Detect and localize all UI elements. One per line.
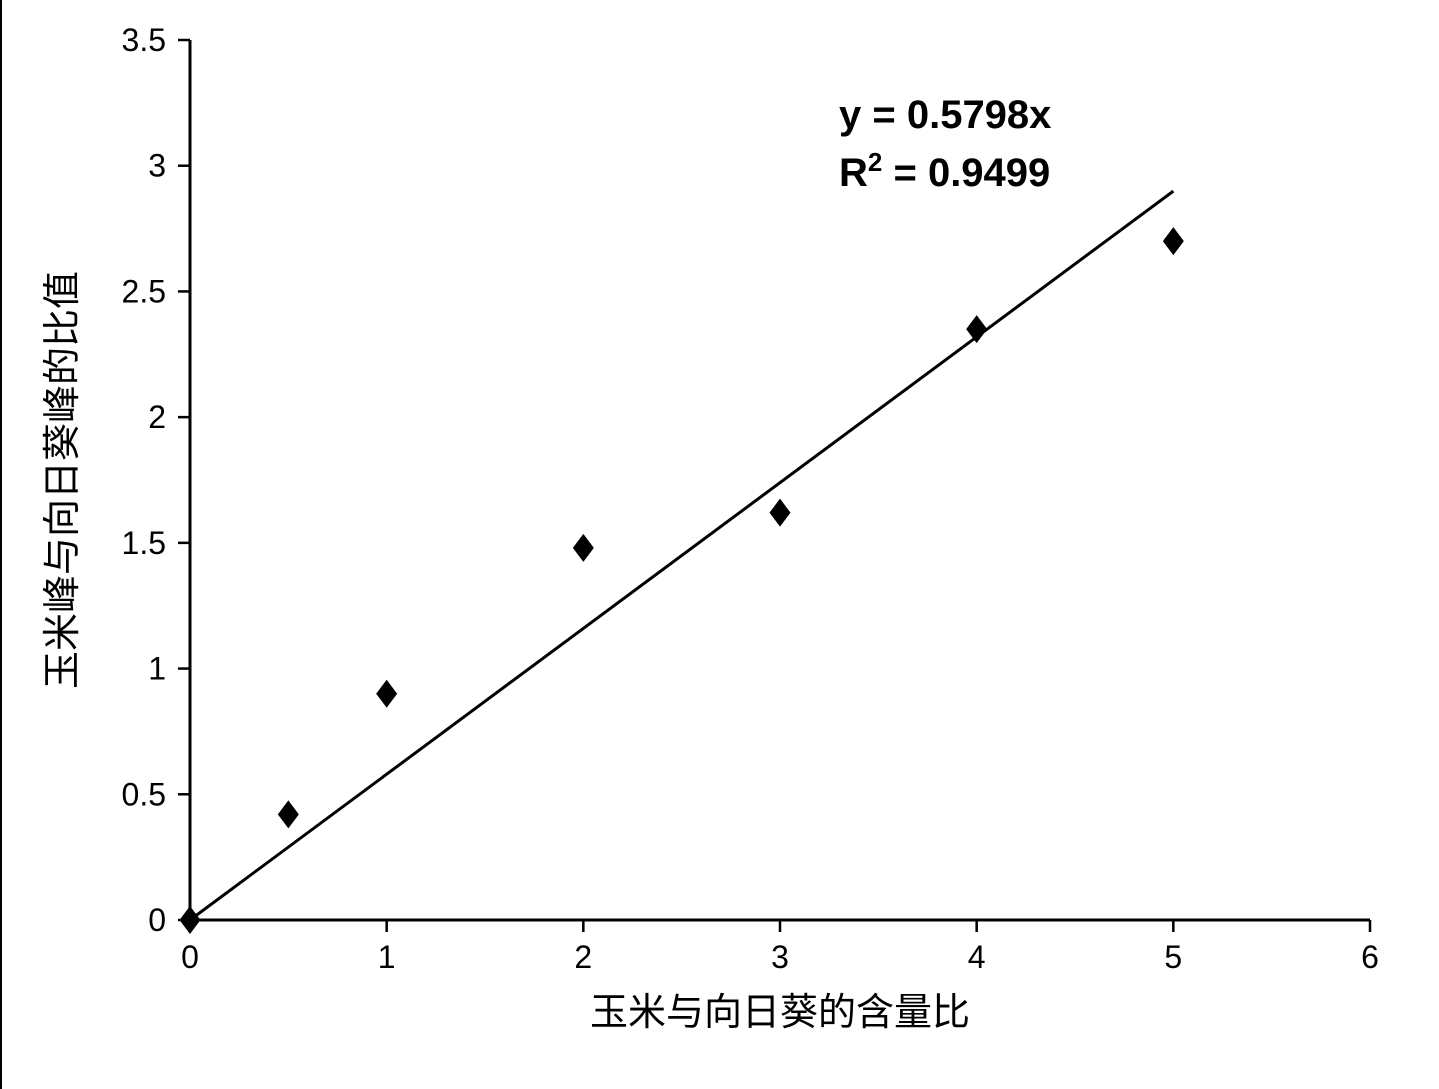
y-tick-label: 3 (148, 148, 166, 184)
data-point (278, 800, 299, 828)
y-tick-label: 0 (148, 902, 166, 938)
x-tick-label: 2 (574, 939, 592, 975)
data-point (573, 534, 594, 562)
data-point (966, 315, 987, 343)
y-tick-label: 1 (148, 651, 166, 687)
y-tick-label: 2 (148, 399, 166, 435)
x-tick-label: 1 (378, 939, 396, 975)
x-tick-label: 3 (771, 939, 789, 975)
x-tick-label: 4 (968, 939, 986, 975)
x-tick-label: 6 (1361, 939, 1379, 975)
data-point (376, 680, 397, 708)
data-point (1163, 227, 1184, 255)
y-tick-label: 0.5 (122, 776, 166, 812)
y-tick-label: 1.5 (122, 525, 166, 561)
trendline (190, 191, 1173, 920)
y-tick-label: 3.5 (122, 22, 166, 58)
x-tick-label: 5 (1164, 939, 1182, 975)
y-tick-label: 2.5 (122, 273, 166, 309)
data-point (180, 906, 201, 934)
scatter-chart: 0 1 2 3 4 5 6 0 0.5 1 1.5 2 2.5 3 3.5 玉米与向日葵的含量比 玉米峰与向日葵… (0, 0, 1439, 1089)
rsquared-annotation: R2 = 0.9499 (839, 147, 1050, 195)
x-tick-label: 0 (181, 939, 199, 975)
chart-container: 0 1 2 3 4 5 6 0 0.5 1 1.5 2 2.5 3 3.5 玉米与向日葵的含量比 玉米峰与向日葵… (0, 0, 1439, 1089)
y-axis-label: 玉米峰与向日葵峰的比值 (42, 271, 84, 689)
equation-annotation: y = 0.5798x (839, 93, 1051, 137)
data-point (770, 499, 791, 527)
x-axis-label: 玉米与向日葵的含量比 (590, 992, 970, 1034)
